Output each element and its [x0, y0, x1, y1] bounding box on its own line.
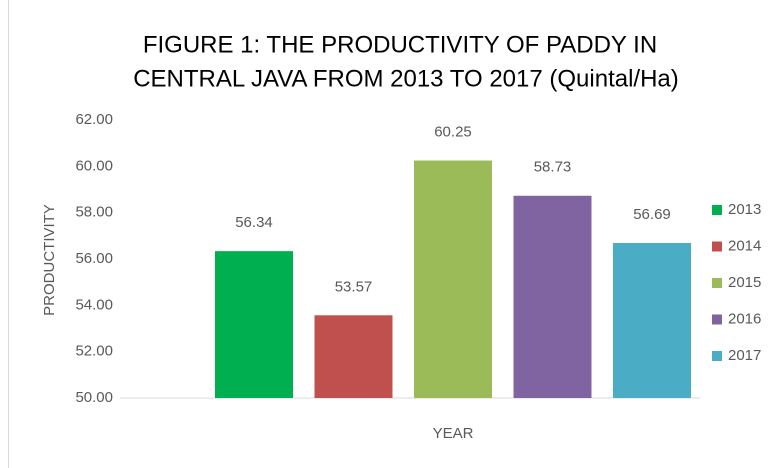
legend-label: 2014 — [728, 237, 761, 254]
bar — [414, 160, 492, 398]
bar — [215, 251, 293, 398]
y-tick-label: 58.00 — [75, 204, 113, 221]
data-label: 60.25 — [434, 124, 472, 141]
y-tick-label: 52.00 — [75, 343, 113, 360]
legend-label: 2016 — [728, 310, 761, 327]
legend-label: 2015 — [728, 274, 761, 291]
legend-swatch — [712, 278, 722, 288]
legend-label: 2017 — [728, 347, 761, 364]
legend-swatch — [712, 351, 722, 361]
data-label: 58.73 — [534, 159, 572, 176]
data-label: 56.69 — [633, 206, 671, 223]
legend-swatch — [712, 241, 722, 252]
y-tick-label: 56.00 — [75, 250, 113, 267]
bar — [513, 195, 592, 398]
legend-label: 2013 — [728, 201, 761, 218]
y-tick-label: 54.00 — [75, 296, 113, 313]
chart-title: CENTRAL JAVA FROM 2013 TO 2017 (Quintal/… — [133, 65, 679, 92]
y-tick-label: 50.00 — [75, 389, 113, 406]
data-label: 56.34 — [235, 214, 273, 231]
bar — [314, 315, 393, 398]
legend-swatch — [712, 314, 722, 325]
y-tick-label: 60.00 — [75, 157, 113, 174]
y-axis-label: PRODUCTIVITY — [41, 204, 58, 316]
legend-swatch — [712, 205, 722, 215]
chart-title: FIGURE 1: THE PRODUCTIVITY OF PADDY IN — [143, 31, 657, 58]
bar — [613, 243, 691, 398]
x-axis-label: YEAR — [433, 425, 474, 442]
data-label: 53.57 — [335, 278, 373, 295]
y-tick-label: 62.00 — [75, 111, 113, 128]
